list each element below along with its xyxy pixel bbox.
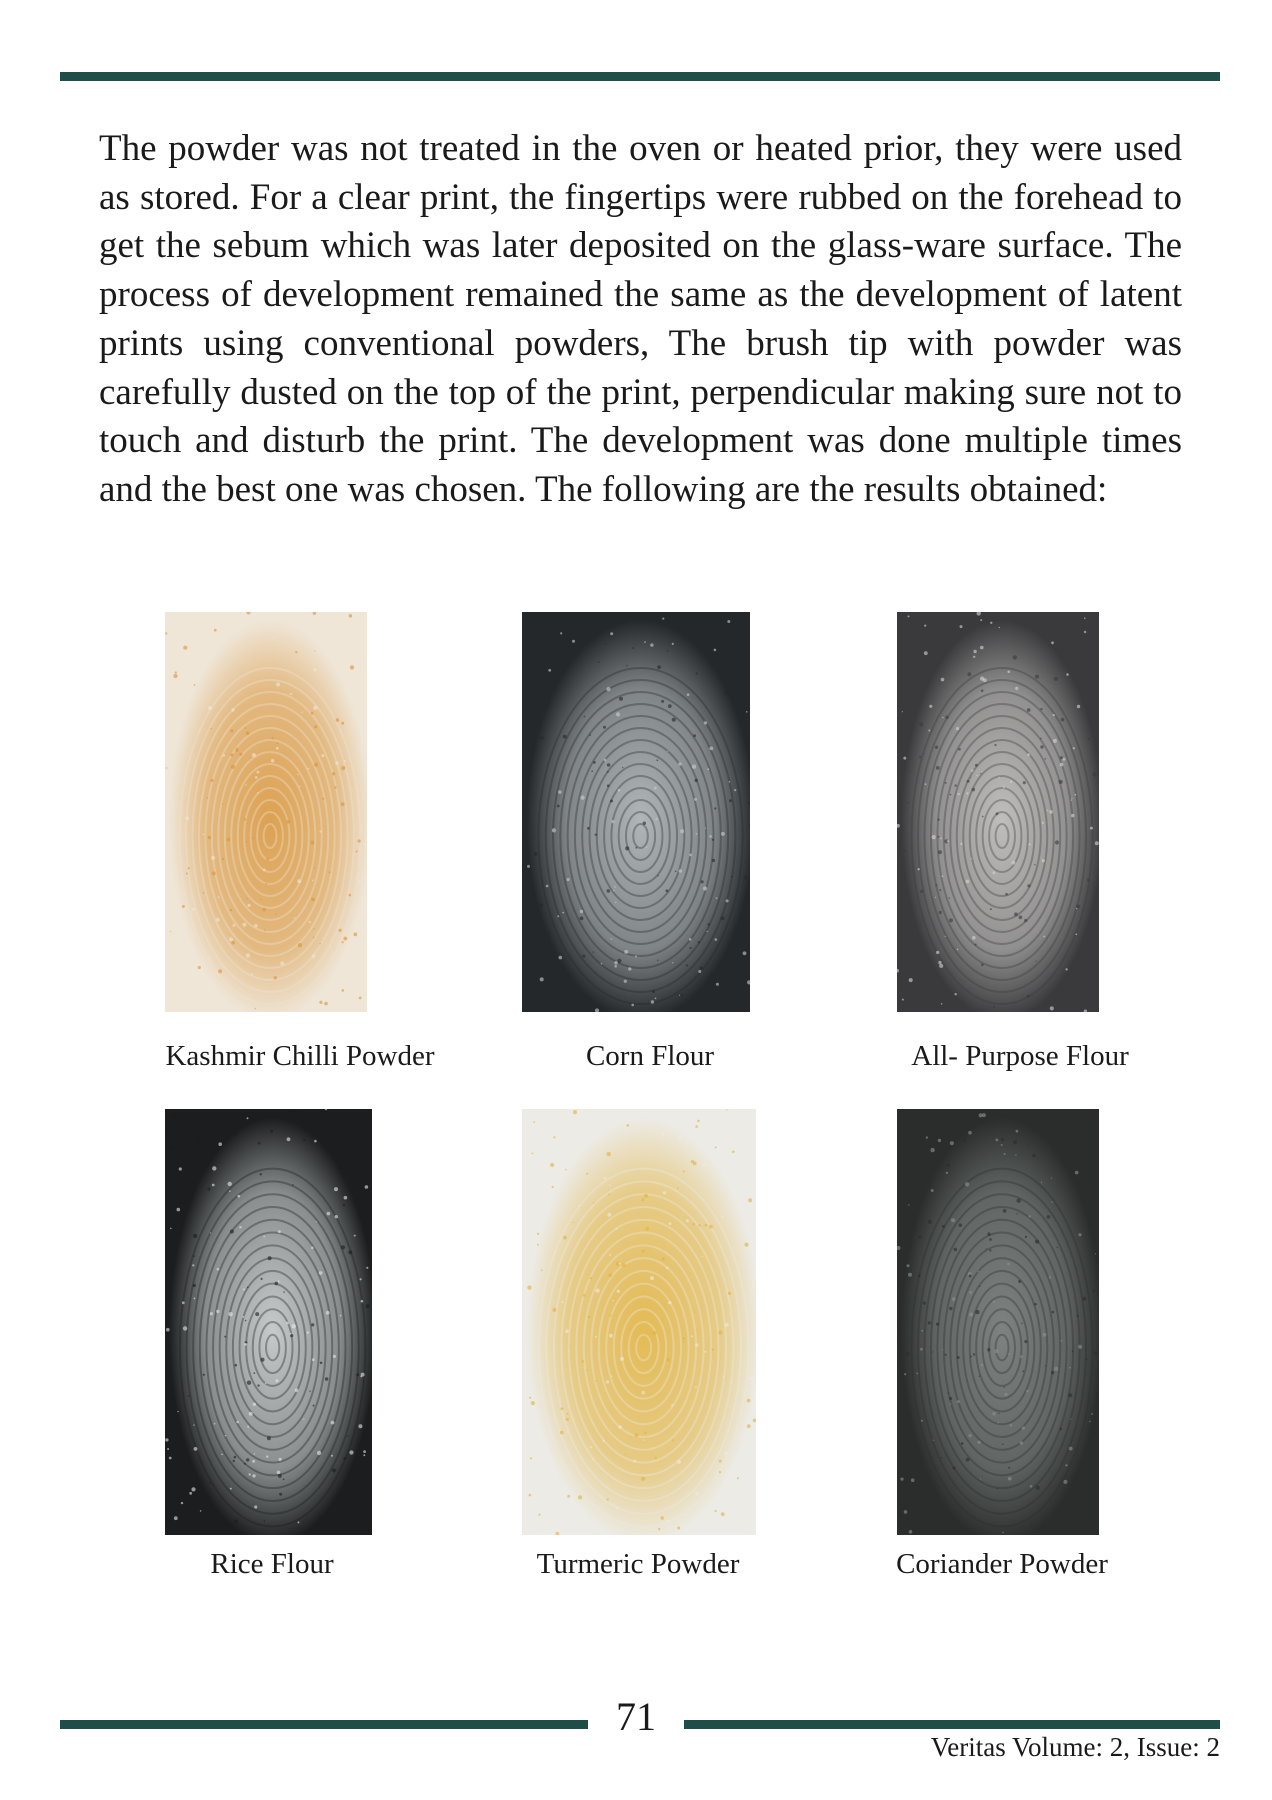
body-paragraph: The powder was not treated in the oven o… <box>99 128 1182 510</box>
fingerprint-image-corn-flour <box>522 612 750 1012</box>
top-rule <box>60 72 1220 81</box>
bottom-rule-right <box>684 1720 1220 1729</box>
fingerprint-image-kashmir-chilli <box>165 612 367 1012</box>
fingerprint-image-coriander <box>897 1109 1099 1535</box>
caption-coriander: Coriander Powder <box>896 1548 1108 1580</box>
page-number: 71 <box>616 1694 656 1739</box>
caption-turmeric: Turmeric Powder <box>536 1548 740 1580</box>
fingerprint-photo-icon <box>165 1109 372 1535</box>
fingerprint-image-all-purpose-flour <box>897 612 1099 1012</box>
fingerprint-image-turmeric <box>522 1109 756 1535</box>
fingerprint-image-rice-flour <box>165 1109 372 1535</box>
fingerprint-photo-icon <box>897 1109 1099 1535</box>
journal-reference: Veritas Volume: 2, Issue: 2 <box>930 1732 1220 1762</box>
bottom-rule-left <box>60 1720 588 1729</box>
caption-all-purpose-flour: All- Purpose Flour <box>911 1040 1129 1072</box>
caption-rice-flour: Rice Flour <box>210 1548 334 1580</box>
fingerprint-photo-icon <box>522 1109 756 1535</box>
caption-corn-flour: Corn Flour <box>585 1040 715 1072</box>
caption-kashmir-chilli: Kashmir Chilli Powder <box>165 1040 435 1072</box>
fingerprint-photo-icon <box>165 612 367 1012</box>
fingerprint-photo-icon <box>522 612 750 1012</box>
fingerprint-photo-icon <box>897 612 1099 1012</box>
